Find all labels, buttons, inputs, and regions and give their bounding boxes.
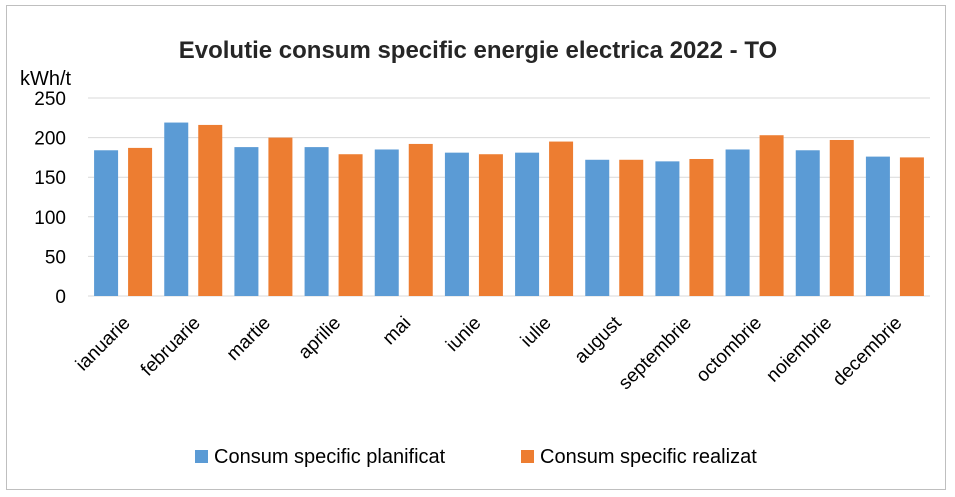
bar-realizat-decembrie	[899, 157, 924, 296]
bar-planificat-ianuarie	[94, 150, 119, 296]
y-tick-label: 150	[34, 168, 66, 189]
legend: Consum specific planificat Consum specifi…	[195, 446, 757, 468]
bar-realizat-martie	[268, 137, 293, 296]
x-tick-label: februarie	[137, 313, 205, 381]
chart-frame	[6, 5, 946, 490]
y-tick-label: 100	[34, 208, 66, 229]
bar-planificat-octombrie	[725, 149, 750, 296]
x-tick-label: iunie	[442, 313, 485, 356]
bar-realizat-februarie	[198, 124, 223, 296]
bar-planificat-septembrie	[655, 161, 680, 296]
x-tick-label: decembrie	[829, 313, 907, 391]
bar-planificat-martie	[234, 147, 259, 296]
x-tick-label: iulie	[517, 313, 556, 352]
bar-realizat-august	[619, 159, 644, 296]
bar-realizat-aprilie	[338, 154, 363, 296]
x-tick-label: august	[571, 312, 627, 368]
legend-label-planificat: Consum specific planificat	[214, 446, 446, 468]
bar-realizat-mai	[408, 143, 433, 296]
bar-realizat-ianuarie	[128, 147, 153, 296]
y-tick-label: 50	[45, 247, 66, 268]
y-axis-label: kWh/t	[20, 68, 72, 90]
x-tick-label: septembrie	[615, 313, 696, 394]
y-tick-label: 250	[34, 89, 66, 110]
bar-planificat-noiembrie	[795, 150, 820, 296]
y-axis-ticks: 250 200 150 100 50 0	[34, 89, 66, 308]
bar-realizat-iulie	[549, 141, 574, 296]
bar-realizat-septembrie	[689, 158, 714, 296]
bar-planificat-august	[585, 159, 610, 296]
x-tick-label: octombrie	[692, 313, 766, 387]
x-tick-label: mai	[379, 313, 416, 350]
bar-planificat-februarie	[164, 122, 189, 296]
bar-planificat-iulie	[515, 152, 540, 296]
x-tick-label: aprilie	[294, 313, 345, 364]
legend-swatch-realizat	[521, 450, 534, 463]
bar-realizat-octombrie	[759, 135, 784, 296]
x-axis-ticks: ianuarie februarie martie aprilie mai iunie iu…	[72, 312, 906, 394]
y-tick-label: 0	[55, 287, 66, 308]
gridlines	[88, 97, 930, 297]
x-tick-label: noiembrie	[762, 313, 836, 387]
x-tick-label: ianuarie	[72, 313, 135, 376]
bar-realizat-iunie	[478, 154, 503, 296]
bar-planificat-decembrie	[865, 156, 890, 296]
legend-swatch-planificat	[195, 450, 208, 463]
bar-planificat-aprilie	[304, 147, 329, 296]
legend-label-realizat: Consum specific realizat	[540, 446, 757, 468]
bar-planificat-mai	[374, 149, 399, 296]
bar-realizat-noiembrie	[829, 139, 854, 296]
bars	[94, 122, 924, 296]
chart-title: Evolutie consum specific energie electri…	[179, 37, 777, 64]
y-tick-label: 200	[34, 129, 66, 150]
x-tick-label: martie	[223, 313, 275, 365]
bar-planificat-iunie	[444, 152, 469, 296]
